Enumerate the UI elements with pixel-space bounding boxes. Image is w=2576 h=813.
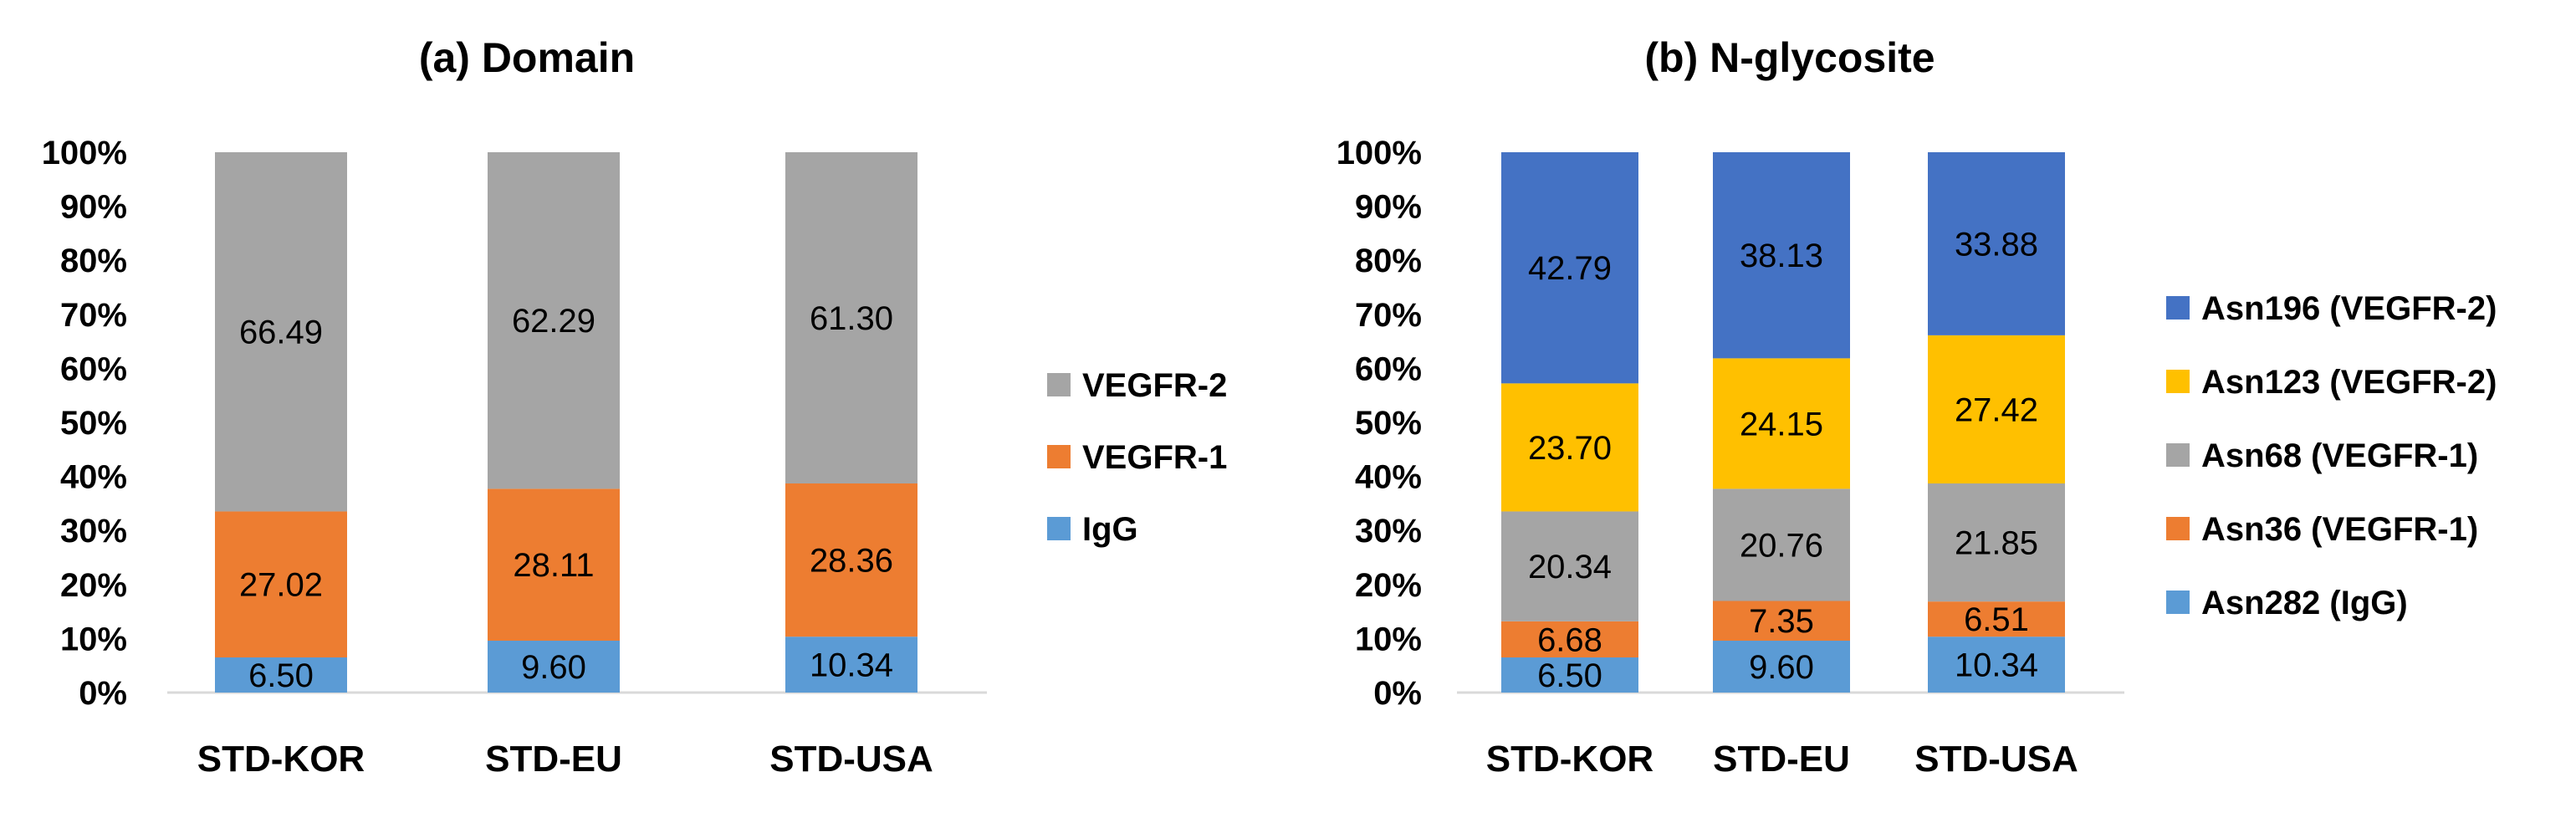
legend-swatch xyxy=(1047,517,1071,540)
data-label: 7.35 xyxy=(1749,603,1814,640)
y-tick-label: 20% xyxy=(60,567,127,604)
bar-segment xyxy=(215,657,347,693)
legend-label: Asn123 (VEGFR-2) xyxy=(2201,364,2497,401)
y-tick-label: 90% xyxy=(60,189,127,226)
legend-swatch xyxy=(1047,445,1071,468)
bar-segment xyxy=(1928,601,2065,637)
legend-label: Asn36 (VEGFR-1) xyxy=(2201,511,2478,548)
chart-b-title: (b) N-glycosite xyxy=(1644,34,1935,81)
bar-segment xyxy=(1928,152,2065,335)
x-category-label: STD-KOR xyxy=(197,739,365,780)
y-tick-label: 90% xyxy=(1355,189,1422,226)
data-label: 27.02 xyxy=(239,567,323,604)
bar-segment xyxy=(785,483,917,637)
x-category-label: STD-USA xyxy=(1914,739,2078,780)
data-label: 23.70 xyxy=(1528,430,1612,467)
legend-label: Asn282 (IgG) xyxy=(2201,585,2408,621)
y-tick-label: 40% xyxy=(60,459,127,496)
data-label: 6.50 xyxy=(248,657,314,694)
bar-segment xyxy=(1501,152,1638,384)
bar-segment xyxy=(1928,335,2065,483)
data-label: 21.85 xyxy=(1955,525,2038,562)
bar-segment xyxy=(1501,657,1638,693)
data-label: 20.34 xyxy=(1528,549,1612,585)
legend-swatch xyxy=(2166,591,2190,614)
bar-segment xyxy=(1713,152,1850,359)
legend-label: Asn196 (VEGFR-2) xyxy=(2201,290,2497,327)
bar-segment xyxy=(215,152,347,512)
chart-a-title: (a) Domain xyxy=(418,34,636,81)
bar-segment xyxy=(1501,383,1638,512)
y-tick-label: 0% xyxy=(1373,675,1422,712)
data-label: 6.50 xyxy=(1537,657,1602,694)
legend-swatch xyxy=(2166,296,2190,320)
bar-segment xyxy=(488,488,620,641)
data-label: 24.15 xyxy=(1740,406,1823,442)
data-label: 28.36 xyxy=(810,543,893,580)
bar-segment xyxy=(488,152,620,489)
bar-segment xyxy=(1928,483,2065,602)
data-label: 10.34 xyxy=(810,647,893,684)
bar-segment xyxy=(1713,488,1850,601)
legend-swatch xyxy=(2166,443,2190,467)
x-category-label: STD-EU xyxy=(1713,739,1850,780)
bar-segment xyxy=(785,637,917,693)
data-label: 6.51 xyxy=(1964,601,2029,638)
bar-segment xyxy=(1713,358,1850,489)
y-tick-label: 60% xyxy=(60,350,127,387)
y-tick-label: 60% xyxy=(1355,350,1422,387)
data-label: 9.60 xyxy=(1749,649,1814,686)
y-tick-label: 70% xyxy=(60,297,127,334)
y-tick-label: 80% xyxy=(60,243,127,279)
bar-segment xyxy=(1501,511,1638,621)
y-tick-label: 20% xyxy=(1355,567,1422,604)
y-tick-label: 100% xyxy=(1337,135,1422,171)
bar-segment xyxy=(785,152,917,483)
x-category-label: STD-USA xyxy=(769,739,933,780)
x-category-label: STD-KOR xyxy=(1486,739,1653,780)
data-label: 10.34 xyxy=(1955,647,2038,684)
data-label: 9.60 xyxy=(521,649,586,686)
y-tick-label: 30% xyxy=(1355,513,1422,550)
bar-segment xyxy=(1928,637,2065,693)
data-label: 20.76 xyxy=(1740,527,1823,564)
data-label: 38.13 xyxy=(1740,238,1823,274)
legend-label: VEGFR-1 xyxy=(1082,439,1227,476)
y-tick-label: 100% xyxy=(42,135,127,171)
bar-segment xyxy=(215,511,347,658)
y-tick-label: 10% xyxy=(60,621,127,657)
data-label: 42.79 xyxy=(1528,250,1612,287)
data-label: 62.29 xyxy=(512,303,595,340)
y-tick-label: 80% xyxy=(1355,243,1422,279)
legend-label: Asn68 (VEGFR-1) xyxy=(2201,437,2478,474)
data-label: 6.68 xyxy=(1537,621,1602,658)
y-tick-label: 50% xyxy=(60,405,127,442)
legend-label: VEGFR-2 xyxy=(1082,367,1227,404)
y-tick-label: 50% xyxy=(1355,405,1422,442)
data-label: 33.88 xyxy=(1955,226,2038,263)
legend-swatch xyxy=(1047,373,1071,396)
legend-swatch xyxy=(2166,370,2190,393)
data-label: 61.30 xyxy=(810,300,893,337)
bar-segment xyxy=(488,640,620,693)
legend-label: IgG xyxy=(1082,511,1138,548)
y-tick-label: 40% xyxy=(1355,459,1422,496)
bar-segment xyxy=(1713,601,1850,641)
y-tick-label: 70% xyxy=(1355,297,1422,334)
y-tick-label: 0% xyxy=(79,675,127,712)
bar-segment xyxy=(1713,640,1850,693)
y-tick-label: 30% xyxy=(60,513,127,550)
data-label: 66.49 xyxy=(239,314,323,351)
data-label: 27.42 xyxy=(1955,391,2038,428)
x-category-label: STD-EU xyxy=(485,739,622,780)
legend-swatch xyxy=(2166,517,2190,540)
bar-segment xyxy=(1501,621,1638,658)
y-tick-label: 10% xyxy=(1355,621,1422,657)
data-label: 28.11 xyxy=(513,547,594,584)
